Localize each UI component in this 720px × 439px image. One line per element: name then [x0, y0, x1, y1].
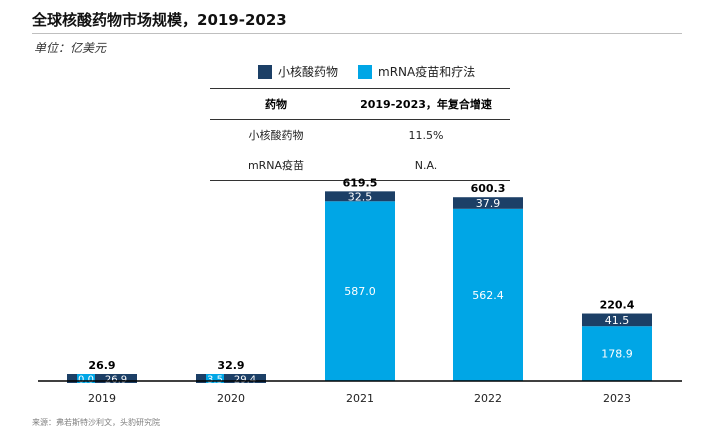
legend-swatch-small-nucleic [258, 64, 272, 79]
bar-small-nucleic-2023 [582, 313, 652, 327]
data-label-mrna-2022: 562.4 [472, 289, 504, 302]
data-label-small-nucleic-2023: 41.5 [605, 314, 630, 327]
bar-small-nucleic-2022 [453, 197, 523, 209]
data-label-small-nucleic-2022: 37.9 [476, 197, 501, 210]
data-label-mrna-2021: 587.0 [344, 285, 376, 298]
bar-mrna-2019 [77, 374, 95, 383]
x-tick-label-2023: 2023 [603, 392, 631, 405]
total-label-2020: 32.9 [217, 359, 244, 372]
legend: 小核酸药物 mRNA疫苗和疗法 [258, 63, 495, 80]
cagr-cell-rate: 11.5% [408, 128, 444, 142]
cagr-cell-rate: N.A. [342, 150, 510, 181]
data-label-small-nucleic-2021: 32.5 [348, 190, 373, 203]
total-label-2021: 619.5 [343, 176, 378, 189]
chart-title: 全球核酸药物市场规模，2019-2023 [32, 11, 287, 29]
data-label-small-nucleic-2020: 29.4 [234, 375, 256, 386]
data-label-mrna-2023: 178.9 [601, 348, 633, 361]
bar-small-nucleic-2021 [325, 191, 395, 202]
table-row: mRNA疫苗 N.A. [210, 150, 510, 181]
legend-swatch-mrna [358, 64, 373, 79]
data-label-mrna-2019: 0.0 [78, 375, 94, 386]
bar-small-nucleic-2019 [67, 374, 137, 383]
bar-mrna-2021 [325, 201, 395, 381]
source-note: 来源：弗若斯特沙利文，头豹研究院 [32, 418, 160, 427]
x-tick-label-2020: 2020 [217, 392, 245, 405]
bar-mrna-2023 [582, 326, 652, 381]
legend-label-small-nucleic: 小核酸药物 [278, 65, 339, 79]
total-label-2019: 26.9 [88, 359, 115, 372]
legend-item-small-nucleic: 小核酸药物 [258, 63, 338, 80]
x-tick-label-2022: 2022 [474, 392, 502, 405]
bar-mrna-2020 [206, 374, 224, 383]
bar-small-nucleic-2020 [196, 374, 266, 383]
table-row: 小核酸药物 11.5% [210, 120, 510, 151]
cagr-cell-drug: mRNA疫苗 [210, 150, 342, 181]
unit-label: 单位：亿美元 [34, 41, 107, 55]
data-label-mrna-2020: 3.5 [207, 375, 223, 386]
x-tick-label-2019: 2019 [88, 392, 116, 405]
title-divider [32, 33, 682, 34]
cagr-cell-drug: 小核酸药物 [248, 129, 304, 142]
x-tick-label-2021: 2021 [346, 392, 374, 405]
cagr-header-drug: 药物 [210, 88, 342, 120]
cagr-table: 药物 2019-2023，年复合增速 小核酸药物 11.5% mRNA疫苗 N.… [210, 88, 510, 181]
data-label-small-nucleic-2019: 26.9 [105, 375, 127, 386]
bar-mrna-2022 [453, 208, 523, 381]
legend-item-mrna: mRNA疫苗和疗法 [358, 63, 475, 80]
cagr-header-rate: 2019-2023，年复合增速 [342, 88, 510, 120]
total-label-2022: 600.3 [471, 182, 506, 195]
total-label-2023: 220.4 [600, 299, 635, 312]
cagr-table-header-row: 药物 2019-2023，年复合增速 [210, 88, 510, 120]
legend-label-mrna: mRNA疫苗和疗法 [378, 65, 476, 79]
